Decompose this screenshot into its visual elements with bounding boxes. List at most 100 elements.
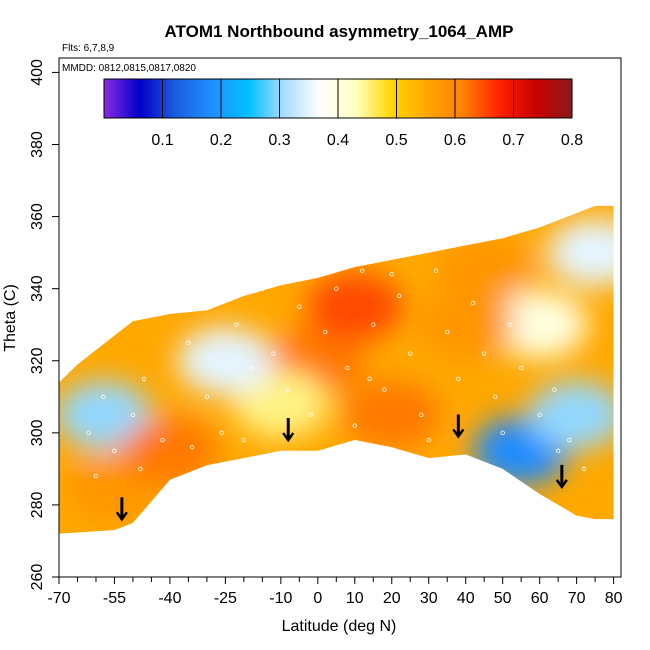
y-axis: 260 280 300 320 340 360 380 400 (29, 59, 59, 590)
sample-point (204, 394, 210, 399)
sample-point (352, 423, 357, 428)
field-feature (417, 290, 514, 359)
sample-point (555, 448, 561, 454)
sample-point (481, 351, 487, 356)
colorbar-tick-label: 0.2 (210, 132, 232, 149)
heatmap-field (59, 205, 614, 534)
sample-point (297, 304, 302, 309)
sample-point (112, 448, 117, 454)
sample-point (101, 394, 106, 399)
sample-point (219, 430, 224, 436)
sample-point (567, 437, 572, 443)
tropopause-arrow (282, 418, 295, 443)
colorbar-tick-label: 0.3 (268, 132, 290, 149)
sample-point (518, 365, 524, 371)
sample-point (470, 300, 476, 306)
sample-point (426, 437, 431, 443)
sample-point (493, 394, 498, 399)
sample-point (241, 437, 247, 443)
sample-point (189, 445, 195, 450)
field-feature (232, 370, 329, 438)
x-tick-label: 30 (420, 590, 438, 607)
sample-point (433, 268, 439, 273)
flights-label: Flts: 6,7,8,9 (62, 43, 115, 54)
colorbar-tick-label: 0.5 (385, 132, 407, 149)
tropopause-arrow (115, 497, 128, 522)
field-feature (491, 290, 588, 359)
x-tick-label: 60 (531, 590, 549, 607)
tropopause-arrow (555, 464, 568, 490)
sample-point (408, 351, 413, 356)
y-tick-label: 380 (29, 131, 46, 158)
x-tick-label: 80 (605, 590, 623, 607)
tropopause-arrows (115, 414, 568, 522)
x-tick-label: -70 (47, 590, 70, 607)
field-feature (306, 272, 403, 341)
colorbar-tick-label: 0.4 (327, 132, 349, 149)
sample-point (130, 412, 136, 418)
x-tick-label: 10 (346, 590, 364, 607)
tropopause-arrow (452, 414, 465, 439)
sample-point (234, 322, 239, 327)
field-feature (177, 326, 274, 395)
dates-label: MMDD: 0812,0815,0817,0820 (62, 63, 196, 74)
x-axis-label: Latitude (deg N) (282, 618, 397, 635)
sample-points (86, 268, 587, 479)
sample-point (382, 387, 387, 392)
y-tick-label: 360 (29, 203, 46, 230)
y-tick-label: 400 (29, 59, 46, 86)
sample-point (260, 286, 265, 291)
x-tick-label: -10 (269, 590, 292, 607)
y-tick-label: 260 (29, 564, 46, 591)
sample-point (367, 376, 372, 381)
sample-point (345, 365, 350, 371)
colorbar-tick-label: 0.1 (151, 132, 173, 149)
sample-point (359, 268, 365, 273)
sample-point (334, 286, 339, 291)
colorbar-ticks: 0.1 0.2 0.3 0.4 0.5 0.6 0.7 0.8 (151, 79, 583, 149)
y-tick-label: 280 (29, 491, 46, 518)
y-tick-label: 320 (29, 347, 46, 374)
field-feature (343, 380, 440, 449)
sample-point (396, 293, 402, 299)
colorbar-tick-label: 0.6 (444, 132, 466, 149)
x-tick-label: -55 (103, 590, 126, 607)
sample-point (286, 387, 291, 392)
sample-point (456, 376, 461, 381)
x-tick-label: -25 (214, 590, 237, 607)
sample-point (500, 430, 505, 436)
sample-point (581, 466, 587, 472)
sample-point (323, 329, 328, 335)
sample-point (160, 437, 165, 443)
sample-point (308, 412, 313, 418)
chart-title: ATOM1 Northbound asymmetry_1064_AMP (165, 22, 514, 41)
sample-point (371, 322, 376, 327)
sample-point (537, 412, 542, 418)
field-feature (547, 218, 614, 287)
sample-point (186, 340, 191, 345)
field-feature (121, 416, 218, 485)
y-tick-label: 300 (29, 419, 46, 446)
x-axis: -70 -55 -40 -25 -10 0 10 20 30 40 50 60 70 80 (47, 577, 623, 607)
x-tick-label: 40 (457, 590, 475, 607)
colorbar-tick-label: 0.7 (502, 132, 524, 149)
sample-point (552, 387, 557, 392)
x-tick-label: -40 (158, 590, 181, 607)
colorbar-tick-label: 0.8 (561, 132, 583, 149)
x-tick-label: 50 (494, 590, 512, 607)
plot-frame (58, 57, 622, 578)
field-feature (59, 380, 152, 449)
x-tick-label: 20 (383, 590, 401, 607)
sample-point (141, 376, 147, 381)
sample-point (249, 365, 254, 371)
sample-point (419, 412, 424, 418)
field-feature (528, 380, 614, 449)
x-tick-label: 0 (313, 590, 322, 607)
sample-point (212, 275, 217, 281)
x-tick-label: 70 (568, 590, 586, 607)
sample-point (389, 272, 394, 277)
sample-point (445, 329, 450, 335)
sample-point (138, 466, 143, 472)
field-feature (436, 236, 533, 305)
